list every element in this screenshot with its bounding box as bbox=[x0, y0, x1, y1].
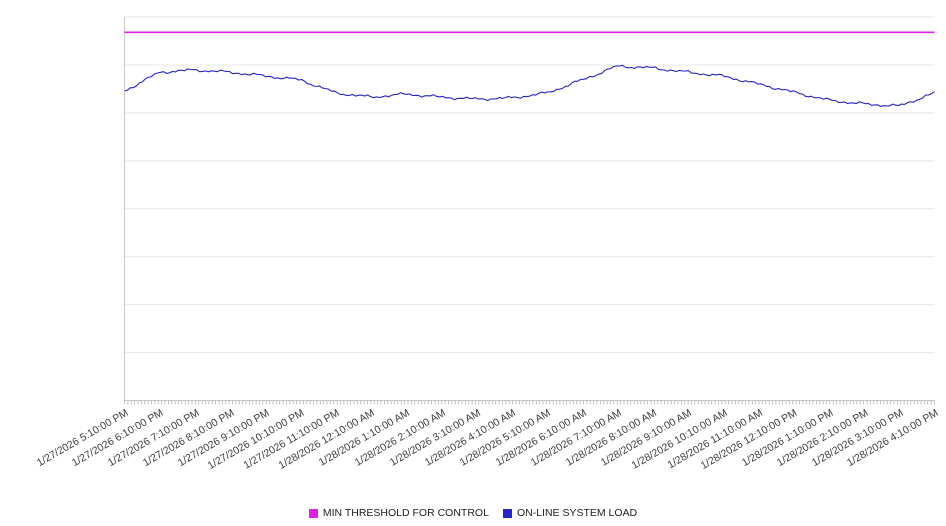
legend-swatch-icon bbox=[308, 508, 318, 518]
legend-item-online-system-load[interactable]: ON-LINE SYSTEM LOAD bbox=[502, 507, 638, 519]
legend-label: MIN THRESHOLD FOR CONTROL bbox=[322, 507, 489, 519]
legend-label: ON-LINE SYSTEM LOAD bbox=[516, 507, 638, 519]
legend-item-min-threshold[interactable]: MIN THRESHOLD FOR CONTROL bbox=[308, 507, 489, 519]
legend-swatch-icon bbox=[502, 508, 512, 518]
chart-legend: MIN THRESHOLD FOR CONTROL ON-LINE SYSTEM… bbox=[0, 507, 946, 519]
